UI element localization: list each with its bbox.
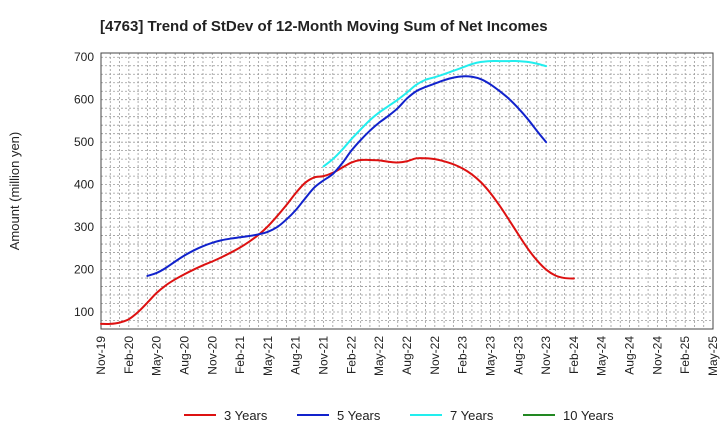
plot-area: 100 200 300 400 500 600 700 Nov-19 Feb-20 May-20 A… [74,50,720,376]
series-line-7-years [322,60,548,168]
x-tick-label: Aug-23 [511,336,525,375]
y-tick-label: 300 [74,220,94,234]
y-tick-label: 700 [74,50,94,64]
x-tick-label: Aug-24 [623,336,637,375]
x-tick-label: Feb-21 [233,336,247,374]
x-tick-label: Aug-20 [177,336,191,375]
x-tick-label: Feb-24 [567,336,581,374]
x-tick-label: Nov-20 [205,336,219,375]
x-tick-label: Aug-22 [400,336,414,375]
x-tick-label: Nov-22 [428,336,442,375]
x-tick-label: May-23 [483,336,497,376]
x-tick-label: May-20 [150,336,164,376]
y-tick-label: 400 [74,178,94,192]
plot-frame [100,52,714,330]
legend-label-10-years: 10 Years [563,408,614,423]
x-tick-label: May-22 [372,336,386,376]
x-tick-label: Aug-21 [289,336,303,375]
legend: 3 Years 5 Years 7 Years 10 Years [184,408,614,423]
legend-label-5-years: 5 Years [337,408,381,423]
x-tick-label: Nov-23 [539,336,553,375]
y-tick-label: 200 [74,263,94,277]
x-tick-label: Nov-24 [650,336,664,375]
x-tick-label: Feb-22 [344,336,358,374]
x-tick-label: May-25 [706,336,720,376]
legend-label-7-years: 7 Years [450,408,494,423]
x-tick-label: May-21 [261,336,275,376]
x-tick-label: Feb-20 [122,336,136,374]
x-tick-label: May-24 [595,336,609,376]
chart-title: [4763] Trend of StDev of 12-Month Moving… [100,18,548,35]
y-tick-label: 500 [74,135,94,149]
series-line-5-years [146,75,548,277]
x-tick-label: Feb-23 [456,336,470,374]
x-tick-label: Feb-25 [678,336,692,374]
x-tick-label: Nov-21 [317,336,331,375]
y-tick-label: 100 [74,305,94,319]
x-tick-label: Nov-19 [94,336,108,375]
y-tick-label: 600 [74,93,94,107]
y-axis-label: Amount (million yen) [7,132,22,251]
legend-label-3-years: 3 Years [224,408,268,423]
